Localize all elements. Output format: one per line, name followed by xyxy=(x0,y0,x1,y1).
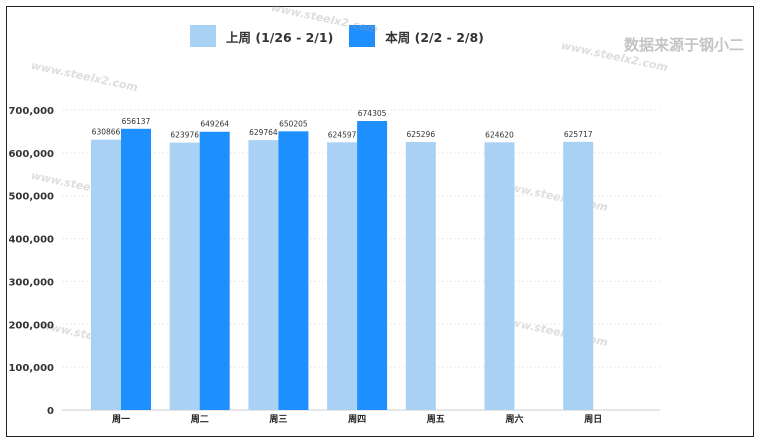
y-tick-label: 600,000 xyxy=(8,149,54,160)
x-tick-label: 周二 xyxy=(191,414,209,425)
y-tick-label: 400,000 xyxy=(8,235,54,246)
data-label: 674305 xyxy=(358,109,387,118)
data-label: 624597 xyxy=(328,130,357,139)
y-tick-label: 700,000 xyxy=(8,106,54,117)
bar-last-week[interactable] xyxy=(169,142,200,410)
bar-last-week[interactable] xyxy=(327,142,358,411)
legend-label-last-week: 上周 (1/26 - 2/1) xyxy=(226,29,334,45)
bar-this-week[interactable] xyxy=(278,131,309,411)
bar-this-week[interactable] xyxy=(199,131,230,410)
data-label: 624620 xyxy=(485,130,514,139)
legend-item-this-week[interactable]: 本周 (2/2 - 2/8) xyxy=(349,25,484,47)
bar-last-week[interactable] xyxy=(563,141,594,410)
y-tick-label: 100,000 xyxy=(8,363,54,374)
source-note: 数据来源于钢小二 xyxy=(623,36,744,54)
data-label: 630866 xyxy=(92,128,121,137)
bar-this-week[interactable] xyxy=(357,121,388,410)
y-tick-label: 200,000 xyxy=(8,320,54,331)
x-tick-label: 周五 xyxy=(427,414,445,425)
data-label: 656137 xyxy=(122,117,151,126)
bar-last-week[interactable] xyxy=(91,139,121,411)
y-tick-label: 500,000 xyxy=(8,192,54,203)
data-label: 650205 xyxy=(279,119,308,128)
x-tick-label: 周一 xyxy=(112,414,130,425)
data-label: 625296 xyxy=(406,130,435,139)
data-label: 623976 xyxy=(170,131,199,140)
legend-item-last-week[interactable]: 上周 (1/26 - 2/1) xyxy=(190,25,333,47)
x-tick-label: 周六 xyxy=(505,413,523,425)
legend: 上周 (1/26 - 2/1) 本周 (2/2 - 2/8) xyxy=(190,24,500,48)
x-tick-label: 周四 xyxy=(348,414,366,425)
data-label: 629764 xyxy=(249,128,278,137)
legend-label-this-week: 本周 (2/2 - 2/8) xyxy=(385,29,484,45)
x-tick-label: 周日 xyxy=(584,414,602,425)
legend-swatch-this-week xyxy=(349,25,376,47)
data-label: 625717 xyxy=(564,130,593,139)
x-tick-label: 周三 xyxy=(269,414,287,425)
y-tick-label: 300,000 xyxy=(8,277,54,288)
bar-last-week[interactable] xyxy=(405,142,436,411)
bar-last-week[interactable] xyxy=(248,140,279,410)
legend-swatch-last-week xyxy=(190,25,216,47)
bar-this-week[interactable] xyxy=(121,128,151,410)
bar-last-week[interactable] xyxy=(484,142,515,410)
y-tick-label: 0 xyxy=(47,406,54,417)
data-label: 649264 xyxy=(200,120,229,129)
